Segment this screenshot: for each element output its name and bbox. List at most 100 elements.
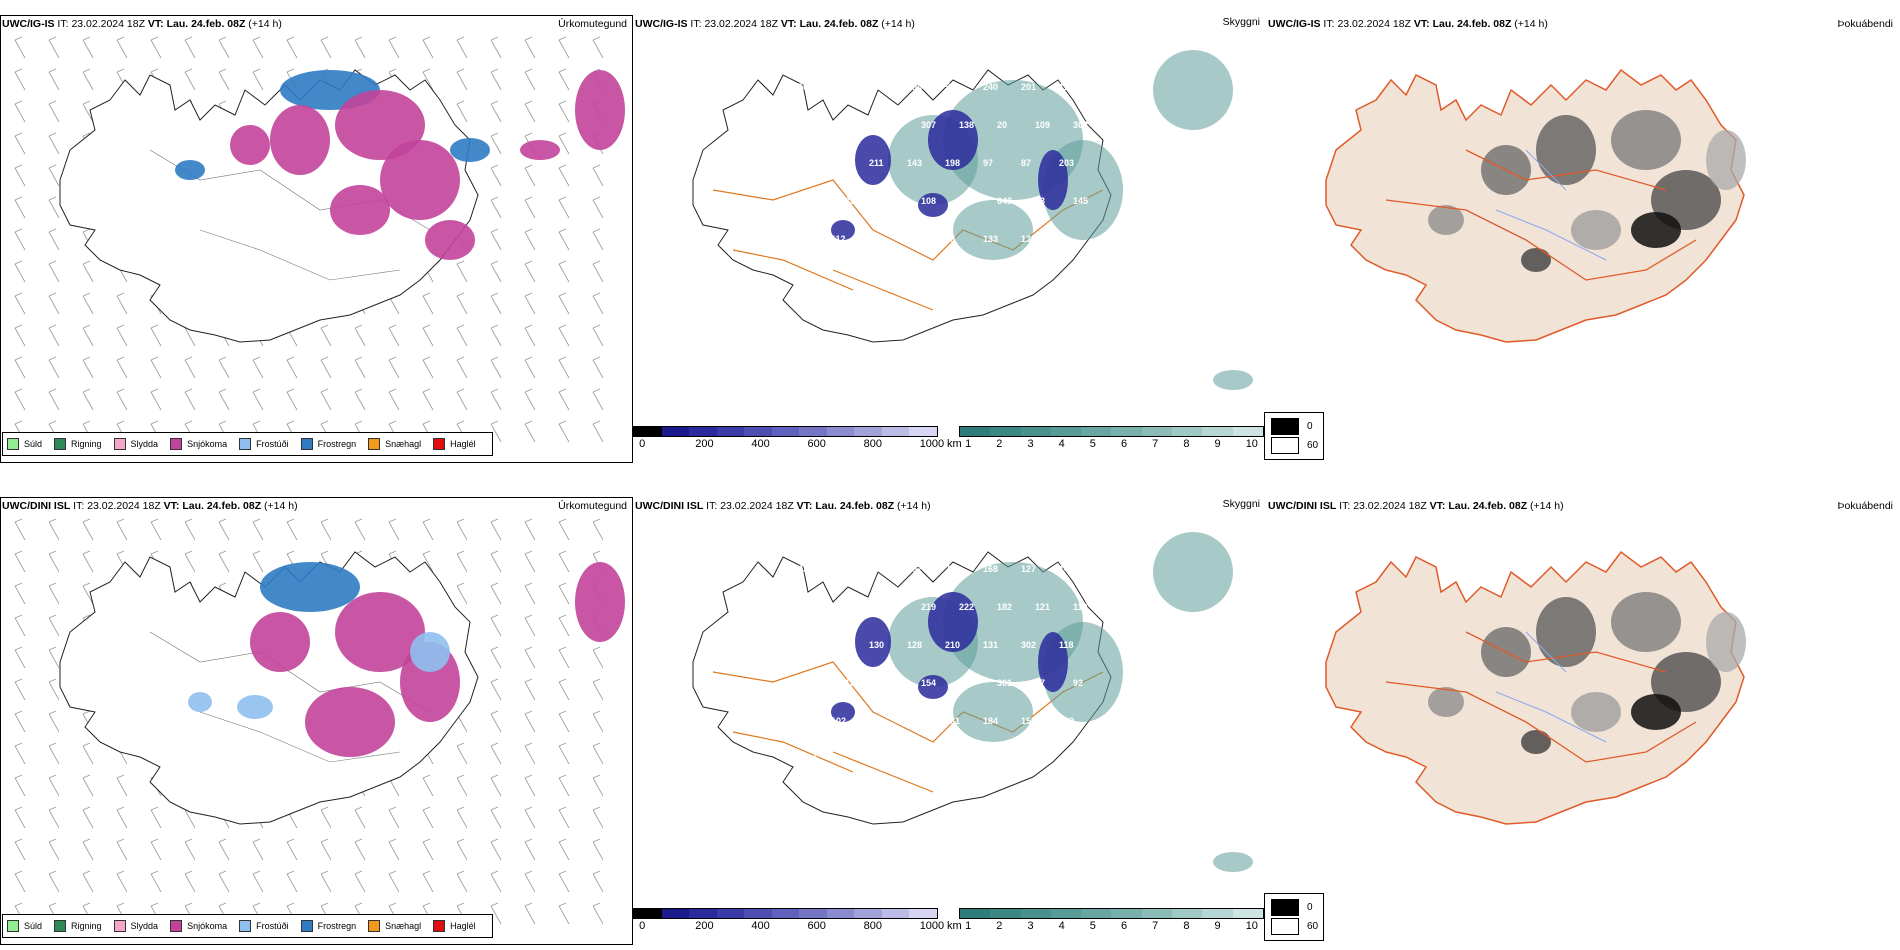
wind-barb xyxy=(456,870,468,893)
visibility-value: 141 xyxy=(869,234,884,244)
wind-barb xyxy=(558,36,570,59)
wind-barb xyxy=(592,292,604,315)
wind-barb xyxy=(490,550,502,573)
precip-legend: Súld Rigning Slydda Snjókoma Frostúði Frostre… xyxy=(2,432,493,456)
legend-label: Frostregn xyxy=(317,439,357,449)
wind-barb xyxy=(252,388,264,411)
scale-swatch xyxy=(960,909,991,918)
visibility-value: 124 xyxy=(959,196,974,206)
fog-area xyxy=(1611,592,1681,652)
visibility-area xyxy=(1153,50,1233,130)
wind-barb xyxy=(354,356,366,379)
visibility-value: 97 xyxy=(793,640,803,650)
wind-barb xyxy=(524,388,536,411)
wind-barb xyxy=(558,356,570,379)
wind-barb xyxy=(456,582,468,605)
visibility-value: 191 xyxy=(883,120,898,130)
wind-barb xyxy=(14,614,26,637)
wind-barb xyxy=(422,518,434,541)
scale-ticks: m02004006008001000 xyxy=(633,437,944,451)
wind-barb xyxy=(490,870,502,893)
wind-barb xyxy=(524,742,536,765)
fog-area xyxy=(1706,612,1746,672)
panel-title: Þokuábendi xyxy=(1837,500,1893,512)
scale-swatch xyxy=(689,909,717,918)
scale-swatch xyxy=(661,909,690,918)
wind-barb xyxy=(82,100,94,123)
wind-barb xyxy=(490,292,502,315)
scale-swatch xyxy=(1050,427,1082,436)
wind-barb xyxy=(592,646,604,669)
scale-tick-label: 9 xyxy=(1214,438,1221,450)
roads xyxy=(1385,149,1697,281)
wind-barb xyxy=(320,324,332,347)
visibility-value: 119 xyxy=(1059,82,1074,92)
visibility-value: 321 xyxy=(807,120,822,130)
low-visibility-area xyxy=(1038,150,1068,210)
visibility-area xyxy=(1213,852,1253,872)
wind-barb xyxy=(82,742,94,765)
wind-barb xyxy=(14,582,26,605)
wind-barb xyxy=(558,260,570,283)
scale-swatch xyxy=(1202,427,1233,436)
wind-barb xyxy=(490,646,502,669)
scale-swatch xyxy=(799,427,827,436)
legend-label: Snæhagl xyxy=(385,439,422,449)
panel-title: Skyggni xyxy=(1222,16,1260,28)
wind-barb xyxy=(82,260,94,283)
visibility-value: 307 xyxy=(921,120,936,130)
scale-swatch xyxy=(881,909,910,918)
scale-swatch xyxy=(1050,909,1082,918)
wind-barb xyxy=(48,388,60,411)
visibility-value: 184 xyxy=(983,716,998,726)
wind-barb xyxy=(150,36,162,59)
wind-barb xyxy=(592,36,604,59)
visibility-value: 546 xyxy=(945,82,960,92)
visibility-value: 102 xyxy=(831,716,846,726)
scale-ticks: km 1 2 3 4 5 6 7 8 9 10 xyxy=(947,919,1264,933)
wind-barb xyxy=(592,356,604,379)
wind-barb xyxy=(14,292,26,315)
wind-barb xyxy=(320,838,332,861)
legend-swatch xyxy=(433,920,446,932)
legend-label: Frostúði xyxy=(256,439,289,449)
precip-area xyxy=(520,140,560,160)
scale-swatch xyxy=(716,909,745,918)
fog-area xyxy=(1631,694,1681,730)
wind-barb xyxy=(252,870,264,893)
wind-barb xyxy=(388,356,400,379)
wind-barb xyxy=(456,838,468,861)
visibility-value: 134 xyxy=(845,678,860,688)
scale-swatch xyxy=(799,909,827,918)
wind-barb xyxy=(490,678,502,701)
wind-barb xyxy=(14,646,26,669)
wind-barb xyxy=(592,388,604,411)
wind-barb xyxy=(558,164,570,187)
wind-barb xyxy=(558,806,570,829)
scale-swatch xyxy=(854,909,882,918)
wind-barb xyxy=(422,324,434,347)
scale-swatch xyxy=(881,427,910,436)
visibility-value: 121 xyxy=(1035,602,1050,612)
wind-barb xyxy=(82,806,94,829)
legend-swatch xyxy=(54,920,67,932)
scale-tick-label: 1 xyxy=(965,438,972,450)
precip-area xyxy=(175,160,205,180)
scale-swatch xyxy=(1232,909,1263,918)
low-visibility-area xyxy=(928,592,978,652)
wind-barb xyxy=(48,774,60,797)
legend-swatch xyxy=(7,438,19,450)
scale-swatch xyxy=(826,909,855,918)
fog-label-60: 60 xyxy=(1307,921,1319,932)
wind-barb xyxy=(14,68,26,91)
visibility-value: 128 xyxy=(907,640,922,650)
precip-area xyxy=(335,592,425,672)
visibility-value: 142 xyxy=(1059,564,1074,574)
wind-barb xyxy=(48,518,60,541)
wind-barb xyxy=(456,260,468,283)
panel-header: UWC/IG-IS IT: 23.02.2024 18Z VT: Lau. 24… xyxy=(1268,18,1548,30)
scale-swatch xyxy=(990,427,1021,436)
precip-area xyxy=(305,687,395,757)
legend-swatch xyxy=(170,920,183,932)
wind-barb xyxy=(48,292,60,315)
